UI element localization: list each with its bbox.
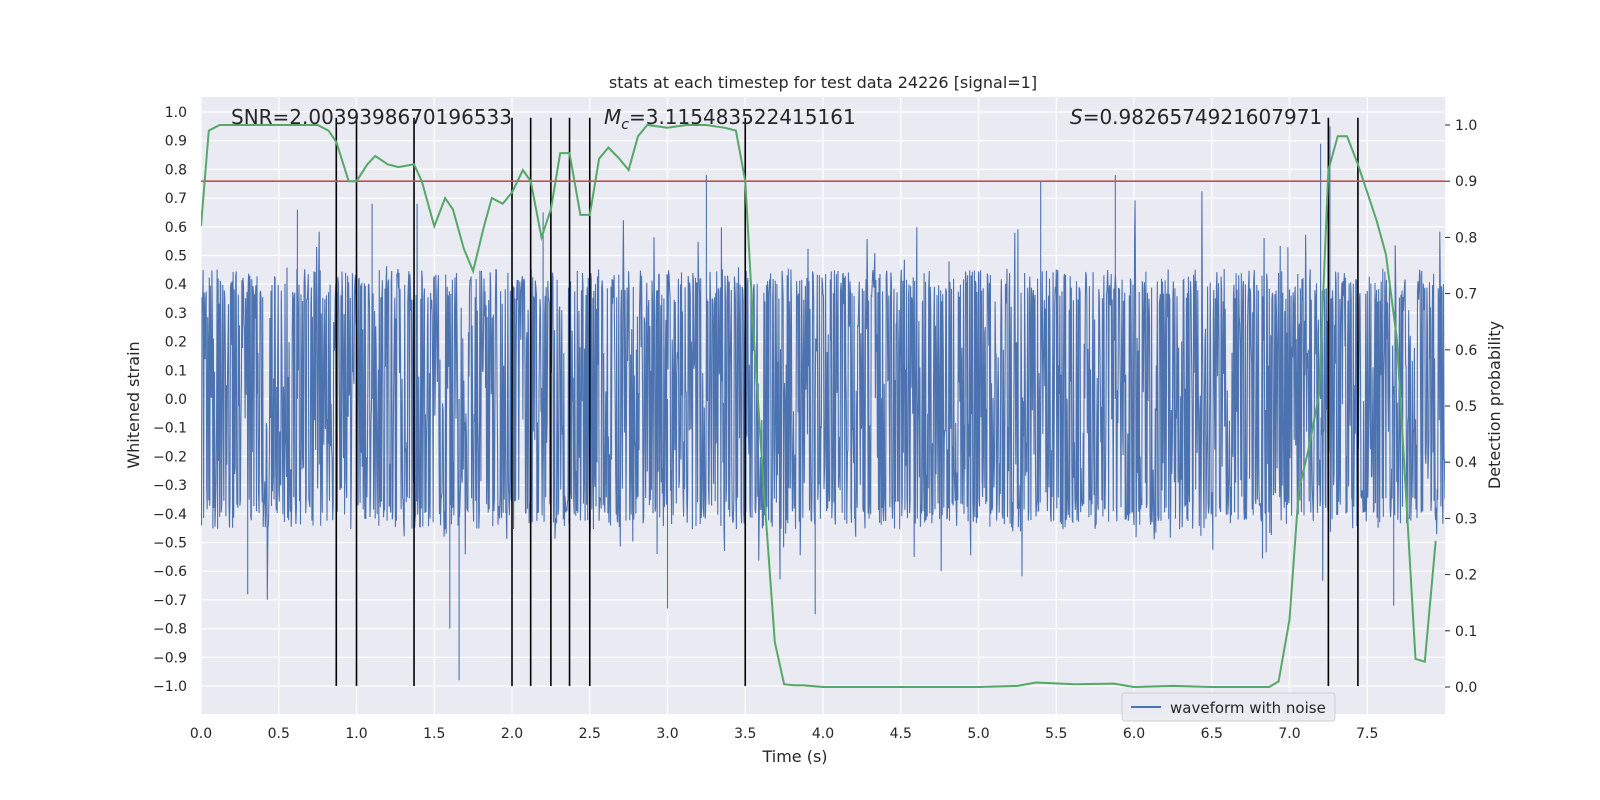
y-tick-label: −0.3 — [153, 478, 187, 494]
x-tick-label: 2.0 — [501, 726, 523, 742]
x-tick-label: 1.5 — [423, 726, 445, 742]
y-right-tick-label: 0.8 — [1455, 230, 1477, 246]
x-tick-label: 5.5 — [1045, 726, 1067, 742]
legend-label: waveform with noise — [1170, 699, 1326, 717]
y-tick-label: 0.6 — [165, 220, 187, 236]
y-tick-label: −0.5 — [153, 536, 187, 552]
x-tick-label: 4.5 — [890, 726, 912, 742]
x-tick-label: 3.5 — [734, 726, 756, 742]
s-annotation: S=0.9826574921607971 — [1070, 105, 1322, 129]
x-tick-label: 0.0 — [190, 726, 212, 742]
x-tick-label: 1.0 — [345, 726, 367, 742]
y-axis-label: Whitened strain — [124, 341, 143, 468]
y-tick-label: −0.2 — [153, 449, 187, 465]
mc-subscript: c — [621, 117, 629, 133]
y-right-tick-label: 0.5 — [1455, 399, 1477, 415]
y-tick-label: 0.1 — [165, 363, 187, 379]
x-tick-label: 0.5 — [268, 726, 290, 742]
y-right-tick-label: 0.3 — [1455, 511, 1477, 527]
y-tick-label: −0.9 — [153, 650, 187, 666]
y-right-tick-label: 0.2 — [1455, 568, 1477, 584]
y-right-tick-labels: 1.0 0.9 0.8 0.7 0.6 0.5 0.4 0.3 0.2 0.1 0.0 — [1445, 118, 1477, 696]
mc-value: =3.115483522415161 — [629, 105, 856, 129]
y-tick-label: −1.0 — [153, 679, 187, 695]
x-tick-label: 7.0 — [1278, 726, 1300, 742]
legend: waveform with noise — [1121, 692, 1336, 722]
chirp-mass-annotation: Mc=3.115483522415161 — [604, 105, 856, 133]
s-symbol: S — [1070, 105, 1083, 129]
x-tick-label: 7.5 — [1356, 726, 1378, 742]
y-right-tick-label: 0.6 — [1455, 343, 1477, 359]
x-tick-label: 4.0 — [812, 726, 834, 742]
y-tick-label: 0.0 — [165, 392, 187, 408]
y-tick-label: 0.7 — [165, 191, 187, 207]
y-tick-label: −0.4 — [153, 507, 187, 523]
chart-title: stats at each timestep for test data 242… — [609, 73, 1037, 92]
mc-symbol: M — [604, 105, 621, 129]
x-tick-label: 3.0 — [656, 726, 678, 742]
y-right-tick-label: 0.4 — [1455, 455, 1477, 471]
y-tick-label: 0.5 — [165, 249, 187, 265]
y-tick-label: −0.7 — [153, 593, 187, 609]
y-tick-labels: 1.0 0.9 0.8 0.7 0.6 0.5 0.4 0.3 0.2 0.1 0.0 −0.1 −0.… — [153, 105, 187, 695]
y-tick-label: 0.3 — [165, 306, 187, 322]
s-value: =0.9826574921607971 — [1083, 105, 1322, 129]
y-tick-label: 0.8 — [165, 162, 187, 178]
x-tick-label: 5.0 — [967, 726, 989, 742]
x-tick-label: 2.5 — [579, 726, 601, 742]
y-tick-label: −0.1 — [153, 421, 187, 437]
y-tick-label: 1.0 — [165, 105, 187, 121]
y-right-tick-label: 1.0 — [1455, 118, 1477, 134]
probability-line — [201, 123, 1437, 689]
snr-annotation: SNR=2.0039398670196533 — [231, 105, 512, 129]
probability-series — [201, 123, 1437, 689]
x-axis-label: Time (s) — [761, 747, 827, 766]
x-tick-label: 6.0 — [1123, 726, 1145, 742]
y-tick-label: 0.9 — [165, 134, 187, 150]
y-right-tick-label: 0.9 — [1455, 174, 1477, 190]
legend-box — [1121, 692, 1336, 722]
x-tick-labels: 0.0 0.5 1.0 1.5 2.0 2.5 3.0 3.5 4.0 4.5 5.0 5.5 6.0 6… — [190, 726, 1379, 742]
y-tick-label: 0.2 — [165, 335, 187, 351]
y-right-tick-label: 0.0 — [1455, 680, 1477, 696]
y-tick-label: 0.4 — [165, 277, 187, 293]
y-tick-label: −0.8 — [153, 622, 187, 638]
y-tick-label: −0.6 — [153, 564, 187, 580]
x-tick-label: 6.5 — [1201, 726, 1223, 742]
y-right-tick-label: 0.1 — [1455, 624, 1477, 640]
y-right-axis-label: Detection probability — [1485, 321, 1504, 489]
y-right-tick-label: 0.7 — [1455, 287, 1477, 303]
